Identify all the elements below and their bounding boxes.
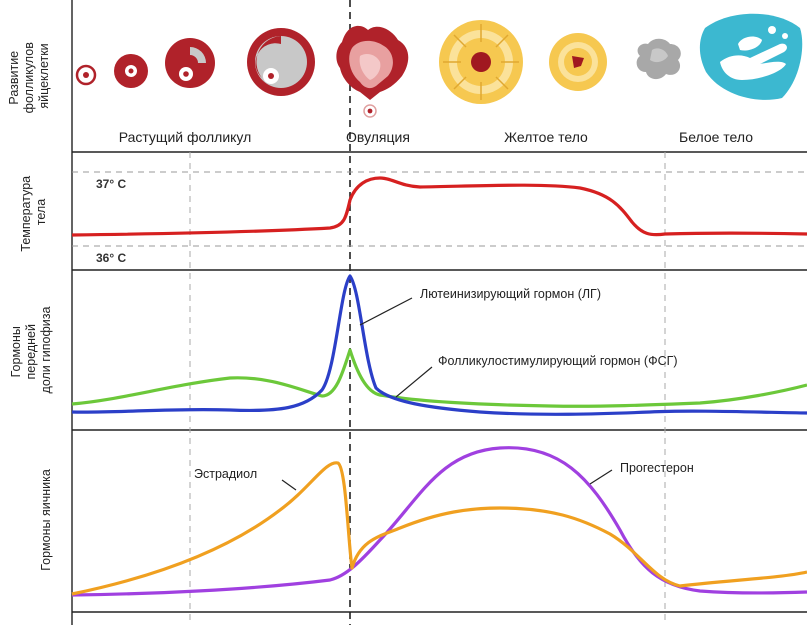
mature-follicle-icon — [247, 28, 315, 96]
fsh-label: Фолликулостимулирующий гормон (ФСГ) — [438, 354, 678, 368]
ruptured-follicle-icon — [336, 25, 409, 118]
stage-label-corpus-luteum: Желтое тело — [504, 129, 588, 145]
temperature-tick-37: 37° С — [96, 177, 126, 191]
progesterone-label: Прогестерон — [620, 461, 694, 475]
lh-pointer — [359, 297, 413, 326]
row-label-follicle: Развитие фолликулов яйцеклетки — [7, 39, 51, 114]
fsh-pointer — [395, 366, 433, 398]
corpus-luteum-small-icon — [549, 33, 607, 91]
stage-label-corpus-albicans: Белое тело — [679, 129, 753, 145]
estradiol-pointer — [281, 479, 297, 491]
row-label-ovarian: Гормоны яичника — [39, 469, 53, 571]
estradiol-label: Эстрадиол — [194, 467, 257, 481]
antral-follicle-icon — [165, 38, 215, 88]
row-label-pituitary: Гормоны передней доли гипофиза — [9, 306, 53, 393]
fsh-curve — [71, 348, 807, 408]
follicle-illustrations — [75, 13, 803, 118]
corpus-luteum-large-icon — [439, 20, 523, 104]
temperature-curve — [71, 176, 807, 237]
corpus-albicans-icon — [636, 38, 681, 80]
lh-curve — [71, 274, 807, 416]
progesterone-pointer — [589, 469, 613, 485]
stage-label-ovulation: Овуляция — [346, 129, 410, 145]
temperature-panel: 37° С 36° С — [71, 171, 807, 265]
stage-label-growing-follicle: Растущий фолликул — [119, 129, 252, 145]
phase-dividers — [189, 0, 666, 625]
progesterone-curve — [71, 446, 807, 597]
ovarian-panel: Эстрадиол Прогестерон — [71, 446, 807, 597]
lh-label: Лютеинизирующий гормон (ЛГ) — [420, 287, 601, 301]
pituitary-panel: Лютеинизирующий гормон (ЛГ) Фолликулости… — [71, 274, 807, 416]
row-label-temperature: Температура тела — [19, 172, 48, 251]
temperature-tick-36: 36° С — [96, 251, 126, 265]
estradiol-curve — [71, 461, 807, 596]
growing-follicle-icon — [114, 54, 148, 88]
hands-logo-icon — [699, 13, 803, 100]
diagram-frame — [71, 0, 807, 625]
small-follicle-icon — [75, 64, 97, 86]
